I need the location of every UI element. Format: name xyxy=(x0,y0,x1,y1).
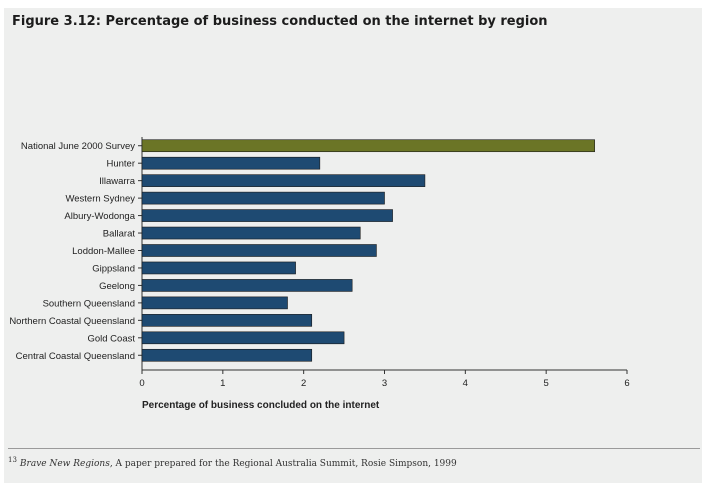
footnote-text: , A paper prepared for the Regional Aust… xyxy=(109,459,457,469)
category-label: National June 2000 Survey xyxy=(21,141,135,152)
category-label: Gold Coast xyxy=(87,333,135,344)
x-tick-label: 6 xyxy=(624,378,629,389)
category-label: Central Coastal Queensland xyxy=(16,351,135,362)
bar xyxy=(141,279,353,292)
category-label: Illawarra xyxy=(99,176,136,187)
category-label: Western Sydney xyxy=(65,194,135,205)
bar xyxy=(141,314,313,327)
bar xyxy=(141,174,426,187)
bar xyxy=(141,348,313,362)
x-tick-label: 3 xyxy=(382,378,387,389)
x-tick-label: 1 xyxy=(220,378,225,389)
category-label: Loddon-Mallee xyxy=(72,246,135,257)
footnote: 13 Brave New Regions, A paper prepared fo… xyxy=(8,456,457,469)
category-label: Albury-Wodonga xyxy=(64,211,135,222)
category-label: Hunter xyxy=(106,159,135,170)
x-axis-label: Percentage of business concluded on the … xyxy=(142,400,380,411)
category-label: Ballarat xyxy=(103,229,136,240)
category-label: Geelong xyxy=(99,281,135,292)
bar xyxy=(141,261,296,275)
footnote-number: 13 xyxy=(8,456,17,464)
x-tick-label: 2 xyxy=(301,378,306,389)
x-tick-label: 4 xyxy=(463,378,468,389)
bar xyxy=(141,156,321,170)
category-label: Southern Queensland xyxy=(43,298,135,309)
category-label: Gippsland xyxy=(92,263,135,274)
bar xyxy=(141,296,288,310)
x-tick-label: 5 xyxy=(544,378,549,389)
bar xyxy=(141,209,393,222)
category-label: Northern Coastal Queensland xyxy=(9,316,135,327)
bar xyxy=(141,226,361,240)
x-tick-label: 0 xyxy=(139,378,144,389)
bar xyxy=(141,191,385,205)
footnote-source-title: Brave New Regions xyxy=(19,459,110,469)
bar xyxy=(141,331,345,345)
bar xyxy=(141,139,595,153)
bar xyxy=(141,244,377,257)
figure-title: Figure 3.12: Percentage of business cond… xyxy=(12,14,548,29)
footnote-divider xyxy=(8,448,700,449)
